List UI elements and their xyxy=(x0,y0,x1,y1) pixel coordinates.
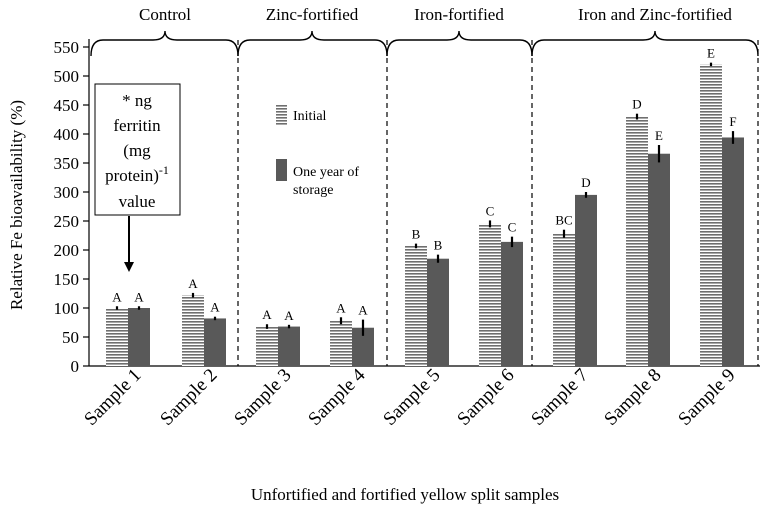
legend-swatch-storage xyxy=(276,159,287,181)
bar-initial xyxy=(405,245,427,366)
bar-initial xyxy=(553,233,575,366)
x-tick-label: Sample 4 xyxy=(304,364,370,430)
bar-storage xyxy=(352,327,374,366)
significance-letter: A xyxy=(210,300,220,315)
x-tick-label: Sample 7 xyxy=(527,365,592,430)
significance-letter: F xyxy=(729,114,736,129)
y-tick-label: 350 xyxy=(54,154,80,173)
bar-initial xyxy=(182,295,204,366)
bar-initial xyxy=(626,116,648,366)
y-tick-label: 450 xyxy=(54,96,80,115)
significance-letter: C xyxy=(486,203,495,218)
significance-letter: A xyxy=(262,307,272,322)
y-tick-label: 300 xyxy=(54,183,80,202)
bar-initial xyxy=(330,320,352,366)
group-brace xyxy=(237,30,388,57)
significance-letter: E xyxy=(707,46,715,61)
group-brace xyxy=(531,30,759,57)
significance-letter: B xyxy=(434,238,443,253)
bar-initial xyxy=(700,64,722,367)
x-tick-label: Sample 2 xyxy=(156,365,221,430)
y-tick-label: 250 xyxy=(54,212,80,231)
significance-letter: BC xyxy=(555,213,572,228)
annotation-line-1: * ng xyxy=(122,91,152,110)
significance-letter: E xyxy=(655,128,663,143)
significance-letter: A xyxy=(188,276,198,291)
annotation-line-5: value xyxy=(119,192,156,211)
y-tick-label: 500 xyxy=(54,67,80,86)
y-axis-title: Relative Fe bioavailability (%) xyxy=(7,100,26,310)
bar-storage xyxy=(427,258,449,366)
group-label: Iron and Zinc-fortified xyxy=(578,5,732,24)
x-tick-label: Sample 3 xyxy=(230,365,295,430)
significance-letter: B xyxy=(412,227,421,242)
significance-letter: C xyxy=(508,220,517,235)
bar-storage xyxy=(648,153,670,366)
annotation-line-3: (mg xyxy=(123,141,151,160)
significance-letter: A xyxy=(112,289,122,304)
x-tick-label: Sample 9 xyxy=(674,365,739,430)
y-tick-label: 400 xyxy=(54,125,80,144)
sample-labels: Sample 1 Sample 2 Sample 3 Sample 4 Sample 5… xyxy=(80,364,739,430)
bar-initial xyxy=(256,326,278,366)
bar-storage xyxy=(204,318,226,366)
bar-storage xyxy=(575,194,597,366)
y-tick-label: 100 xyxy=(54,299,80,318)
group-label: Control xyxy=(139,5,191,24)
legend-label-storage: One year of xyxy=(293,165,359,180)
group-dividers xyxy=(237,40,759,366)
significance-letter: A xyxy=(336,300,346,315)
bar-storage xyxy=(128,308,150,366)
group-braces: Control Zinc-fortified Iron-fortified Iron … xyxy=(90,5,759,57)
x-tick-label: Sample 6 xyxy=(453,365,518,430)
x-tick-label: Sample 5 xyxy=(379,365,444,430)
x-tick-label: Sample 1 xyxy=(80,365,145,430)
annotation-line-2: ferritin xyxy=(113,116,161,135)
significance-letter: D xyxy=(581,175,590,190)
group-brace xyxy=(386,30,533,57)
legend-label-initial: Initial xyxy=(293,109,327,124)
x-tick-label: Sample 8 xyxy=(600,365,665,430)
group-label: Zinc-fortified xyxy=(266,5,359,24)
bar-initial xyxy=(479,223,501,366)
annotation-arrow-head xyxy=(124,262,134,272)
bar-storage xyxy=(722,137,744,366)
group-brace xyxy=(90,30,239,57)
legend: Initial One year of storage xyxy=(276,104,359,198)
annotation-box xyxy=(94,83,181,216)
y-tick-label: 150 xyxy=(54,270,80,289)
legend-label-storage-cont: storage xyxy=(293,183,333,198)
x-axis-title: Unfortified and fortified yellow split s… xyxy=(251,485,559,504)
y-tick-label: 50 xyxy=(62,328,79,347)
y-tick-label: 200 xyxy=(54,241,80,260)
y-tick-label: 0 xyxy=(71,357,80,376)
bar-initial xyxy=(106,308,128,366)
significance-letter: D xyxy=(632,97,641,112)
ferritin-annotation: * ng ferritin (mg protein)-1 value xyxy=(94,83,181,272)
annotation-line-4: protein)-1 xyxy=(105,163,169,185)
significance-letter: A xyxy=(284,308,294,323)
group-label: Iron-fortified xyxy=(414,5,504,24)
y-tick-label: 550 xyxy=(54,38,80,57)
significance-letter: A xyxy=(134,289,144,304)
significance-letter: A xyxy=(358,303,368,318)
bar-storage xyxy=(278,326,300,366)
legend-swatch-initial xyxy=(276,104,287,126)
bar-storage xyxy=(501,241,523,366)
